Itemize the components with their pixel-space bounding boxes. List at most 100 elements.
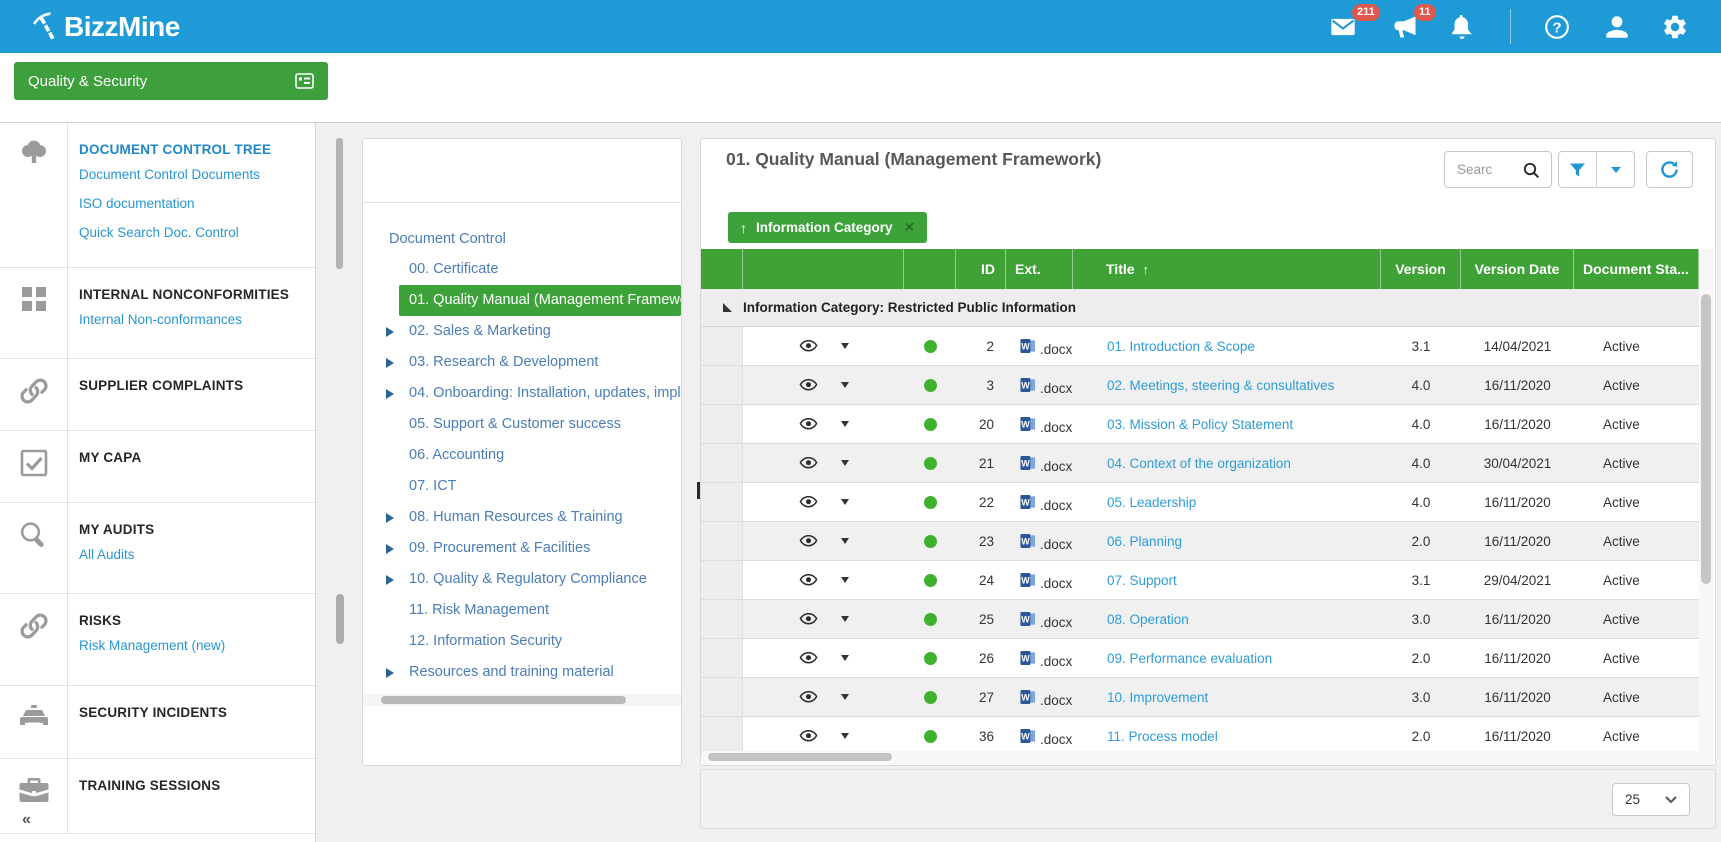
tree-item[interactable]: Resources and training material: [363, 657, 681, 688]
row-dropdown-caret-icon[interactable]: [841, 343, 849, 349]
header-cell-ext[interactable]: Ext.: [1006, 249, 1073, 289]
sidebar-section-title[interactable]: INTERNAL NONCONFORMITIES: [79, 287, 315, 302]
remove-tag-icon[interactable]: ✕: [904, 219, 916, 236]
document-link[interactable]: 06. Planning: [1107, 534, 1182, 549]
sidebar-collapse-button[interactable]: «: [22, 811, 31, 829]
tree-item[interactable]: 00. Certificate: [363, 254, 681, 285]
user-icon[interactable]: [1603, 13, 1631, 41]
group-collapse-icon[interactable]: [723, 303, 732, 312]
brand-logo[interactable]: BizzMine: [30, 0, 180, 53]
expand-arrow-icon[interactable]: [386, 358, 394, 368]
bell-icon[interactable]: [1448, 13, 1476, 41]
sidebar-scrollbar-thumb[interactable]: [336, 138, 343, 269]
sidebar-scrollbar-thumb[interactable]: [336, 594, 344, 644]
sidebar-section-title[interactable]: RISKS: [79, 613, 315, 628]
header-cell-document-status[interactable]: Document Sta...: [1574, 249, 1699, 289]
tree-item[interactable]: 07. ICT: [363, 471, 681, 502]
header-cell-version[interactable]: Version: [1381, 249, 1461, 289]
sidebar-section-title[interactable]: TRAINING SESSIONS: [79, 778, 315, 793]
header-cell-id[interactable]: ID: [956, 249, 1006, 289]
expand-arrow-icon[interactable]: [386, 544, 394, 554]
tree-item[interactable]: 06. Accounting: [363, 440, 681, 471]
search-icon[interactable]: [1523, 162, 1540, 179]
eye-icon[interactable]: [799, 378, 818, 392]
eye-icon[interactable]: [799, 651, 818, 665]
eye-icon[interactable]: [799, 456, 818, 470]
row-dropdown-caret-icon[interactable]: [841, 655, 849, 661]
sidebar-link-internal-non-conformances[interactable]: Internal Non-conformances: [79, 305, 315, 334]
module-button[interactable]: Quality & Security: [14, 62, 328, 100]
gear-icon[interactable]: [1661, 13, 1689, 41]
tree-horizontal-scrollbar[interactable]: [363, 694, 681, 706]
document-link[interactable]: 08. Operation: [1107, 612, 1189, 627]
tree-item[interactable]: 12. Information Security: [363, 626, 681, 657]
sidebar-link-document-control-documents[interactable]: Document Control Documents: [79, 160, 315, 189]
row-dropdown-caret-icon[interactable]: [841, 733, 849, 739]
cell-ext-label: .docx: [1040, 381, 1072, 396]
tree-item[interactable]: 10. Quality & Regulatory Compliance: [363, 564, 681, 595]
help-icon[interactable]: ?: [1543, 13, 1571, 41]
tree-item[interactable]: 09. Procurement & Facilities: [363, 533, 681, 564]
expand-arrow-icon[interactable]: [386, 327, 394, 337]
document-link[interactable]: 02. Meetings, steering & consultatives: [1107, 378, 1334, 393]
expand-arrow-icon[interactable]: [386, 575, 394, 585]
sidebar-section-title[interactable]: DOCUMENT CONTROL TREE: [79, 142, 315, 157]
expand-arrow-icon[interactable]: [386, 668, 394, 678]
document-link[interactable]: 01. Introduction & Scope: [1107, 339, 1255, 354]
row-dropdown-caret-icon[interactable]: [841, 577, 849, 583]
sidebar-section-title[interactable]: MY AUDITS: [79, 522, 315, 537]
grid-horizontal-scrollbar[interactable]: [702, 751, 1698, 764]
scrollbar-thumb[interactable]: [1701, 294, 1711, 584]
expand-arrow-icon[interactable]: [386, 389, 394, 399]
header-cell-version-date[interactable]: Version Date: [1461, 249, 1574, 289]
tree-item[interactable]: 04. Onboarding: Installation, updates, i…: [363, 378, 681, 409]
scrollbar-thumb[interactable]: [381, 696, 626, 704]
header-cell-title[interactable]: Title↑: [1073, 249, 1381, 289]
document-link[interactable]: 11. Process model: [1107, 729, 1218, 744]
row-dropdown-caret-icon[interactable]: [841, 499, 849, 505]
document-link[interactable]: 05. Leadership: [1107, 495, 1196, 510]
eye-icon[interactable]: [799, 417, 818, 431]
eye-icon[interactable]: [799, 534, 818, 548]
tree-item[interactable]: 11. Risk Management: [363, 595, 681, 626]
eye-icon[interactable]: [799, 495, 818, 509]
eye-icon[interactable]: [799, 612, 818, 626]
page-size-select[interactable]: 25: [1612, 783, 1690, 816]
grid-vertical-scrollbar[interactable]: [1699, 249, 1714, 764]
sidebar-link-risk-management-new[interactable]: Risk Management (new): [79, 631, 315, 660]
sidebar-section-title[interactable]: MY CAPA: [79, 450, 315, 465]
eye-icon[interactable]: [799, 690, 818, 704]
row-dropdown-caret-icon[interactable]: [841, 694, 849, 700]
tree-root[interactable]: Document Control: [363, 225, 681, 254]
sidebar-link-iso-documentation[interactable]: ISO documentation: [79, 189, 315, 218]
tree-item[interactable]: 03. Research & Development: [363, 347, 681, 378]
refresh-button[interactable]: [1646, 151, 1693, 188]
tree-item[interactable]: 05. Support & Customer success: [363, 409, 681, 440]
document-link[interactable]: 09. Performance evaluation: [1107, 651, 1272, 666]
filter-dropdown-button[interactable]: [1596, 152, 1634, 187]
sidebar-section-title[interactable]: SUPPLIER COMPLAINTS: [79, 378, 315, 393]
filter-button[interactable]: [1559, 152, 1596, 187]
row-dropdown-caret-icon[interactable]: [841, 421, 849, 427]
row-dropdown-caret-icon[interactable]: [841, 460, 849, 466]
tree-item[interactable]: 08. Human Resources & Training: [363, 502, 681, 533]
document-link[interactable]: 03. Mission & Policy Statement: [1107, 417, 1293, 432]
eye-icon[interactable]: [799, 339, 818, 353]
expand-arrow-icon[interactable]: [386, 513, 394, 523]
document-link[interactable]: 04. Context of the organization: [1107, 456, 1291, 471]
tree-item[interactable]: 02. Sales & Marketing: [363, 316, 681, 347]
row-dropdown-caret-icon[interactable]: [841, 538, 849, 544]
row-dropdown-caret-icon[interactable]: [841, 616, 849, 622]
document-link[interactable]: 10. Improvement: [1107, 690, 1208, 705]
row-dropdown-caret-icon[interactable]: [841, 382, 849, 388]
group-by-tag[interactable]: ↑ Information Category ✕: [728, 212, 927, 243]
sidebar-section-title[interactable]: SECURITY INCIDENTS: [79, 705, 315, 720]
sidebar-link-quick-search-doc-control[interactable]: Quick Search Doc. Control: [79, 218, 315, 247]
scrollbar-thumb[interactable]: [708, 753, 892, 761]
sidebar-link-all-audits[interactable]: All Audits: [79, 540, 315, 569]
eye-icon[interactable]: [799, 729, 818, 743]
document-link[interactable]: 07. Support: [1107, 573, 1177, 588]
tree-item-selected[interactable]: 01. Quality Manual (Management Framework…: [399, 285, 681, 316]
row-group-strip: [701, 405, 743, 443]
eye-icon[interactable]: [799, 573, 818, 587]
